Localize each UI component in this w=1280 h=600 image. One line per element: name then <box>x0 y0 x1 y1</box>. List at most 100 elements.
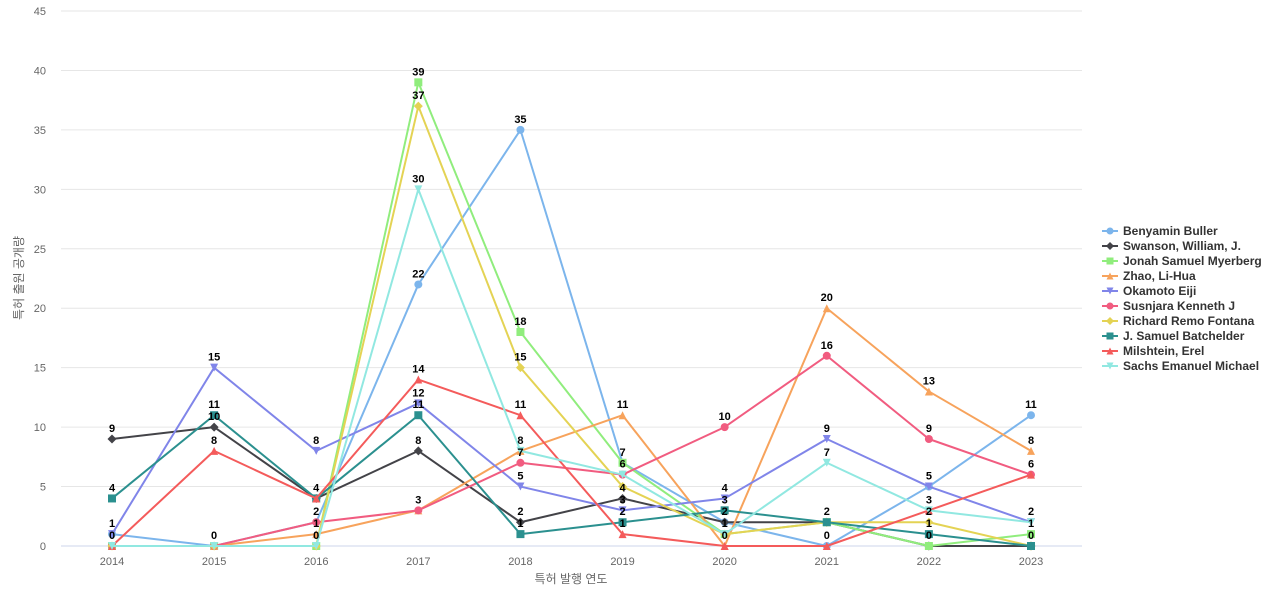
y-tick-label: 35 <box>34 125 46 137</box>
data-label: 2 <box>722 506 728 518</box>
series-line[interactable] <box>111 414 1032 547</box>
data-point[interactable] <box>720 542 729 550</box>
data-point[interactable] <box>1027 446 1035 455</box>
data-point[interactable] <box>924 517 934 527</box>
data-point[interactable] <box>618 530 627 539</box>
data-point[interactable] <box>108 542 116 550</box>
data-point[interactable] <box>312 446 321 455</box>
series-4[interactable] <box>108 363 1035 539</box>
data-point[interactable] <box>924 542 933 550</box>
data-point[interactable] <box>1027 530 1035 539</box>
data-point[interactable] <box>209 422 219 432</box>
legend-item[interactable]: Susnjara Kenneth J <box>1102 299 1235 313</box>
data-point[interactable] <box>618 411 627 420</box>
data-point[interactable] <box>720 517 730 527</box>
data-point[interactable] <box>413 101 423 111</box>
data-point[interactable] <box>822 518 831 527</box>
data-point[interactable] <box>108 494 116 503</box>
data-point[interactable] <box>720 506 729 515</box>
data-point[interactable] <box>618 518 627 527</box>
data-point[interactable] <box>720 423 729 432</box>
data-point[interactable] <box>516 530 525 539</box>
data-label: 1 <box>619 518 625 530</box>
data-label: 11 <box>1025 399 1037 411</box>
series-line[interactable] <box>111 188 1032 547</box>
data-point[interactable] <box>414 399 423 408</box>
data-point[interactable] <box>822 304 831 313</box>
data-point[interactable] <box>515 517 525 527</box>
legend-item[interactable]: Zhao, Li-Hua <box>1102 269 1196 283</box>
data-label: 1 <box>517 518 523 530</box>
y-axis: 0 5 10 15 20 25 30 35 40 45 <box>34 6 46 553</box>
data-point[interactable] <box>1027 470 1035 479</box>
data-point[interactable] <box>1027 542 1035 550</box>
data-point[interactable] <box>516 328 525 336</box>
x-tick-label: 2020 <box>712 556 736 568</box>
data-point[interactable] <box>618 506 627 515</box>
data-point[interactable] <box>107 434 117 444</box>
data-point[interactable] <box>210 542 219 550</box>
data-point[interactable] <box>210 411 219 420</box>
legend-item[interactable]: Sachs Emanuel Michael <box>1102 359 1259 373</box>
data-label: 4 <box>619 482 626 494</box>
data-point[interactable] <box>618 458 627 467</box>
data-point[interactable] <box>924 506 933 515</box>
data-point[interactable] <box>720 530 729 539</box>
series-2[interactable] <box>108 78 1035 550</box>
data-point[interactable] <box>312 518 321 527</box>
data-point[interactable] <box>414 185 423 194</box>
data-point[interactable] <box>1027 411 1035 420</box>
legend-item[interactable]: Swanson, William, J. <box>1102 239 1241 253</box>
data-point[interactable] <box>515 363 525 373</box>
legend-item[interactable]: Okamoto Eiji <box>1102 284 1196 298</box>
data-point[interactable] <box>1027 518 1035 527</box>
data-point[interactable] <box>924 482 933 491</box>
data-point[interactable] <box>618 470 627 479</box>
series-6[interactable] <box>107 101 1036 551</box>
data-point[interactable] <box>414 280 423 289</box>
legend-item[interactable]: Milshtein, Erel <box>1102 344 1204 358</box>
data-label: 0 <box>722 530 728 542</box>
series-9[interactable] <box>108 185 1035 550</box>
data-point[interactable] <box>516 446 525 455</box>
data-point[interactable] <box>516 125 525 134</box>
series-line[interactable] <box>111 354 1032 547</box>
series-line[interactable] <box>111 128 1032 547</box>
series-line[interactable] <box>111 307 1032 547</box>
data-point[interactable] <box>822 435 831 443</box>
series-line[interactable] <box>111 378 1032 547</box>
legend-item[interactable]: J. Samuel Batchelder <box>1102 329 1245 343</box>
legend-item[interactable]: Benyamin Buller <box>1102 224 1218 238</box>
data-point[interactable] <box>618 482 628 492</box>
data-point[interactable] <box>413 446 423 456</box>
data-point[interactable] <box>210 363 219 372</box>
data-point[interactable] <box>822 351 831 360</box>
data-point[interactable] <box>822 542 831 550</box>
data-point[interactable] <box>210 446 219 455</box>
data-point[interactable] <box>414 506 423 515</box>
data-label: 9 <box>824 423 830 435</box>
data-point[interactable] <box>414 411 423 420</box>
data-point[interactable] <box>618 493 628 503</box>
data-point[interactable] <box>312 494 321 503</box>
legend-item[interactable]: Jonah Samuel Myerberg <box>1102 254 1262 268</box>
data-point[interactable] <box>720 494 729 503</box>
data-point[interactable] <box>924 387 933 396</box>
data-point[interactable] <box>108 530 116 539</box>
data-point[interactable] <box>924 530 933 539</box>
series-line[interactable] <box>111 366 1032 536</box>
data-point[interactable] <box>414 78 423 87</box>
data-point[interactable] <box>822 458 831 467</box>
data-point[interactable] <box>312 542 321 550</box>
series-line[interactable] <box>111 81 1032 547</box>
data-point[interactable] <box>414 375 423 384</box>
data-point[interactable] <box>516 458 525 467</box>
data-point[interactable] <box>516 411 525 420</box>
data-point[interactable] <box>924 435 933 443</box>
series-8[interactable] <box>108 375 1035 550</box>
series-line[interactable] <box>111 105 1032 547</box>
legend-item[interactable]: Richard Remo Fontana <box>1102 314 1255 328</box>
data-point[interactable] <box>516 482 525 491</box>
